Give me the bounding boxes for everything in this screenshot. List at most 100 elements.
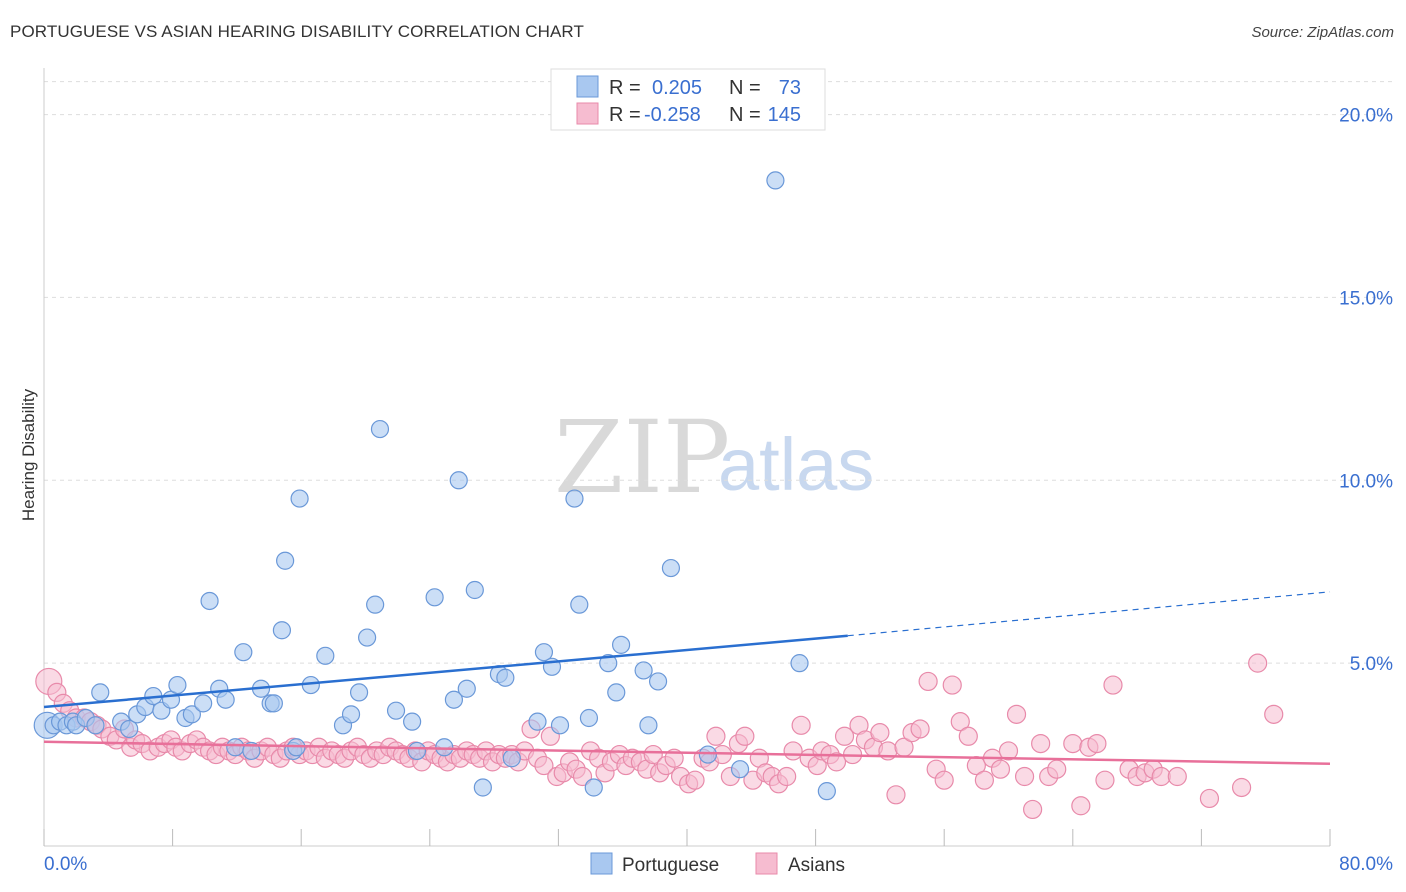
portuguese-point [502, 749, 521, 768]
portuguese-point [639, 716, 658, 735]
portuguese-point [358, 628, 377, 647]
legend-r-label-asians: R = [609, 104, 641, 126]
asians-point [777, 766, 797, 787]
y-tick-label-0: 5.0% [1350, 654, 1393, 675]
portuguese-point [698, 745, 717, 764]
legend-n-value-portuguese: 73 [779, 77, 801, 99]
portuguese-point [449, 471, 468, 490]
portuguese-point [817, 782, 836, 801]
portuguese-point [473, 778, 492, 797]
legend-r-value-portuguese: 0.205 [652, 77, 702, 99]
portuguese-point [242, 741, 261, 761]
y-tick-label-1: 10.0% [1339, 471, 1393, 492]
asians-point [990, 759, 1011, 779]
portuguese-point [534, 643, 554, 662]
asians-point [974, 770, 994, 790]
asians-point [1264, 704, 1284, 724]
asians-point [1023, 799, 1043, 820]
legend-r-label-portuguese: R = [609, 77, 641, 99]
portuguese-point [316, 646, 335, 665]
portuguese-point [457, 679, 476, 698]
portuguese-point [790, 654, 809, 673]
asians-points [35, 653, 1284, 820]
y-tick-label-2: 15.0% [1339, 288, 1393, 309]
portuguese-point [120, 719, 139, 739]
portuguese-point [648, 672, 668, 691]
asians-point [1248, 653, 1268, 673]
asians-point [1199, 788, 1220, 809]
asians-point [918, 671, 938, 692]
portuguese-point [234, 643, 253, 662]
portuguese-point [272, 621, 292, 640]
x-tick-label-min: 0.0% [44, 854, 87, 875]
portuguese-point [200, 591, 219, 611]
portuguese-point [168, 675, 187, 695]
asians-point [735, 726, 755, 746]
portuguese-point [730, 760, 750, 779]
portuguese-point [444, 690, 464, 709]
watermark-zip: ZIP [554, 399, 730, 516]
portuguese-point [496, 668, 515, 687]
portuguese-points [33, 171, 836, 801]
y-tick-label-3: 20.0% [1339, 106, 1393, 127]
portuguese-point [226, 738, 245, 757]
asians-point [534, 755, 554, 776]
asians-point [942, 675, 962, 695]
asians-point [706, 726, 726, 746]
asians-point [1063, 733, 1083, 754]
legend-n-label-asians: N = [729, 104, 761, 126]
y-axis-title: Hearing Disability [19, 388, 38, 521]
asians-point [1014, 766, 1035, 787]
legend-n-value-asians: 145 [768, 104, 801, 126]
bottom-legend-swatch-portuguese [590, 852, 613, 875]
asians-point [783, 741, 803, 761]
portuguese-point [341, 705, 361, 724]
asians-point [1087, 733, 1107, 754]
asians-point [934, 770, 954, 790]
portuguese-point [194, 694, 213, 713]
chart-title: PORTUGUESE VS ASIAN HEARING DISABILITY C… [10, 22, 584, 41]
portuguese-point [465, 580, 484, 600]
asians-point [826, 752, 847, 772]
portuguese-point [584, 778, 603, 797]
portuguese-point [290, 489, 309, 508]
portuguese-point [407, 741, 427, 761]
bottom-legend: Portuguese Asians [590, 852, 845, 876]
asians-point [1006, 704, 1027, 724]
portuguese-point [607, 683, 626, 702]
asians-point [1151, 766, 1171, 787]
y-tick-labels: 5.0% 10.0% 15.0% 20.0% [1339, 106, 1393, 676]
portuguese-point [216, 690, 235, 709]
asians-point [1031, 733, 1051, 754]
portuguese-point [565, 489, 584, 508]
legend-r-value-asians: -0.258 [644, 104, 701, 126]
bottom-legend-swatch-asians [755, 852, 778, 875]
portuguese-point [370, 419, 390, 439]
asians-point [1167, 766, 1187, 787]
legend: R = 0.205 N = 73 R = -0.258 N = 145 [550, 68, 826, 131]
portuguese-point [599, 654, 618, 673]
portuguese-point [579, 708, 599, 728]
legend-swatch-asians [576, 102, 599, 125]
asians-point [834, 726, 855, 746]
asians-point [1095, 770, 1115, 790]
portuguese-point [349, 683, 369, 702]
portuguese-point [182, 705, 201, 724]
asians-point [1071, 796, 1091, 816]
asians-point [950, 712, 970, 732]
portuguese-point [403, 712, 422, 731]
asians-point [1047, 759, 1067, 779]
portuguese-trend-extension [847, 591, 1331, 637]
bottom-legend-portuguese: Portuguese [622, 855, 719, 876]
trend-lines [43, 591, 1331, 765]
legend-n-label-portuguese: N = [729, 77, 761, 99]
watermark-atlas: atlas [718, 423, 874, 506]
portuguese-point [425, 588, 444, 607]
portuguese-point [611, 635, 631, 654]
source-label: Source: ZipAtlas.com [1251, 24, 1394, 41]
asians-point [998, 741, 1019, 761]
portuguese-point [528, 712, 547, 731]
portuguese-point [264, 694, 283, 713]
asians-point [1103, 675, 1123, 695]
